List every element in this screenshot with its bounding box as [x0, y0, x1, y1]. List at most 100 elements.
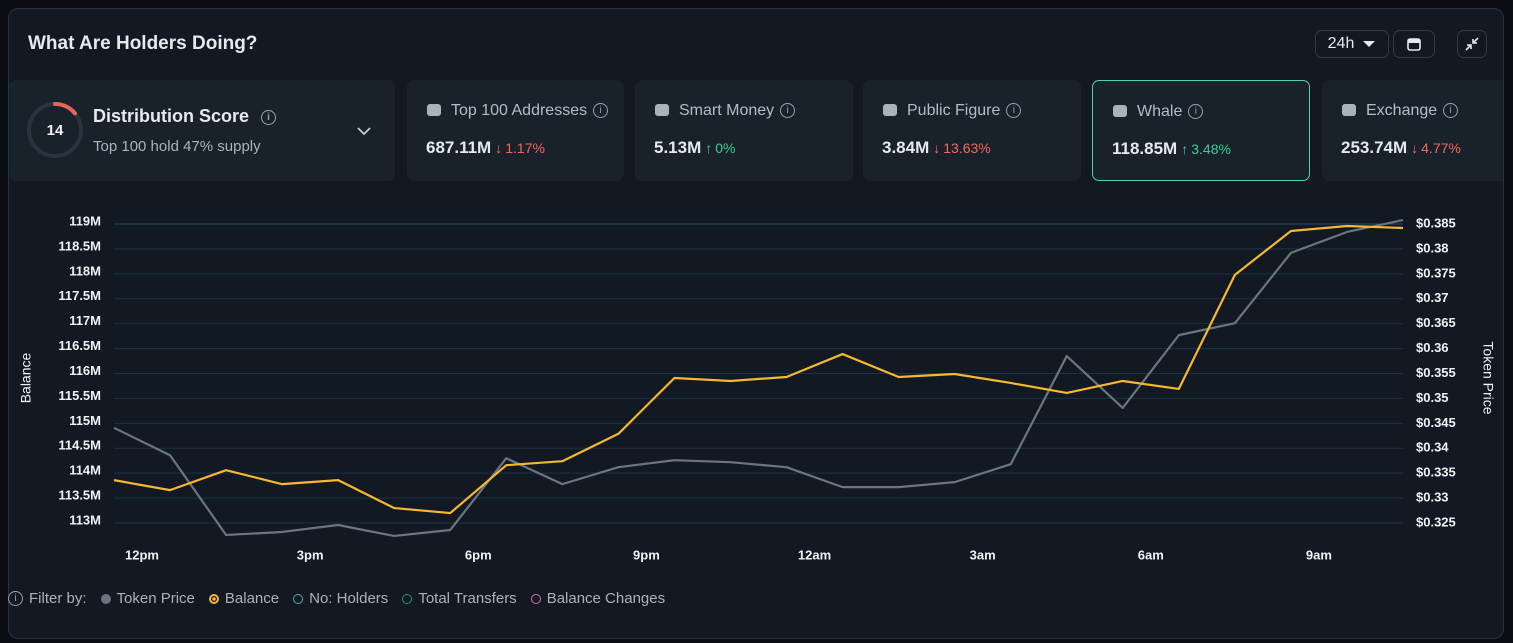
card-title: Exchange i [1366, 102, 1459, 120]
collapse-button[interactable] [1457, 30, 1487, 58]
card-icon [1113, 105, 1127, 117]
panel-title: What Are Holders Doing? [28, 33, 258, 54]
card-value: 687.11M ↓ 1.17% [426, 138, 545, 158]
stat-card[interactable]: Exchange i 253.74M ↓ 4.77% [1322, 80, 1503, 181]
y2-tick-label: $0.33 [1416, 490, 1449, 505]
score-value: 14 [47, 122, 64, 139]
legend-item[interactable]: Balance [208, 590, 279, 607]
card-change: ↑ 0% [705, 140, 735, 156]
card-value: 5.13M ↑ 0% [654, 138, 735, 158]
legend-item[interactable]: Balance Changes [530, 590, 666, 607]
legend-label: Token Price [116, 590, 195, 607]
x-tick-label: 6am [1138, 547, 1164, 562]
distribution-card[interactable]: 14 Distribution Score i Top 100 hold 47% … [9, 80, 395, 181]
legend-dot [402, 593, 413, 604]
y-tick-label: 117.5M [58, 288, 101, 303]
x-tick-label: 6pm [465, 547, 492, 562]
y2-tick-label: $0.365 [1416, 315, 1456, 330]
card-title-text: Whale [1137, 103, 1183, 120]
change-arrow: ↑ [1181, 141, 1189, 157]
card-value-text: 3.84M [882, 138, 930, 157]
y-tick-label: 118.5M [58, 238, 101, 253]
card-title-text: Exchange [1366, 102, 1438, 119]
summary-subtitle: Top 100 hold 47% supply [93, 138, 261, 155]
card-change: ↓ 1.17% [495, 140, 545, 156]
y2-axis-title: Token Price [1480, 341, 1496, 414]
y2-tick-label: $0.375 [1416, 265, 1456, 280]
range-select[interactable]: 24h [1315, 30, 1389, 58]
change-arrow: ↓ [1411, 140, 1419, 156]
y-tick-label: 116M [69, 363, 101, 378]
card-change-text: 3.48% [1191, 141, 1231, 157]
info-icon: i [593, 103, 609, 119]
stat-card[interactable]: Top 100 Addresses i 687.11M ↓ 1.17% [407, 80, 624, 181]
info-icon: i [780, 103, 796, 119]
x-tick-label: 3pm [297, 547, 324, 562]
card-title-text: Top 100 Addresses [451, 102, 588, 119]
y2-tick-label: $0.34 [1416, 440, 1449, 455]
x-tick-label: 3am [970, 547, 996, 562]
legend-item[interactable]: Token Price [100, 590, 195, 607]
y2-tick-label: $0.325 [1416, 514, 1456, 529]
summary-title-text: Distribution Score [93, 106, 250, 126]
y-tick-label: 118M [69, 263, 101, 278]
y-tick-label: 114.5M [58, 438, 101, 453]
change-arrow: ↓ [495, 140, 503, 156]
card-change: ↑ 3.48% [1181, 141, 1231, 157]
card-icon [1342, 104, 1356, 116]
card-title-text: Public Figure [907, 102, 1001, 119]
card-change-text: 0% [715, 140, 736, 156]
card-title: Smart Money i [679, 102, 796, 120]
expand-chevron [357, 127, 371, 136]
x-tick-label: 9am [1306, 547, 1332, 562]
card-value-text: 118.85M [1112, 139, 1178, 158]
x-tick-label: 12pm [125, 547, 159, 562]
legend-label: Total Transfers [418, 590, 517, 607]
stat-card[interactable]: Public Figure i 3.84M ↓ 13.63% [863, 80, 1081, 181]
legend-item[interactable]: Total Transfers [402, 590, 517, 607]
stat-card[interactable]: Smart Money i 5.13M ↑ 0% [635, 80, 853, 181]
y2-tick-label: $0.385 [1416, 215, 1456, 230]
calendar-button[interactable] [1393, 30, 1435, 58]
series-line [113, 224, 1404, 515]
card-title: Top 100 Addresses i [451, 102, 609, 120]
y-tick-label: 117M [69, 313, 101, 328]
y2-tick-label: $0.345 [1416, 415, 1456, 430]
card-value-text: 687.11M [426, 138, 492, 157]
stat-card[interactable]: Whale i 118.85M ↑ 3.48% [1092, 80, 1310, 181]
y-tick-label: 115M [69, 413, 101, 428]
info-icon: i [1006, 103, 1022, 119]
info-icon: i [1188, 104, 1204, 120]
card-title: Public Figure i [907, 102, 1022, 120]
legend-dot [530, 593, 541, 604]
card-change-text: 1.17% [505, 140, 545, 156]
filter-bar: i Filter by: Token Price Balance No: Holde… [6, 590, 665, 607]
caret [1363, 41, 1376, 47]
score-gauge: 14 [27, 102, 83, 158]
card-change-text: 4.77% [1421, 140, 1461, 156]
y2-tick-label: $0.36 [1416, 340, 1449, 355]
y-tick-label: 113M [69, 512, 101, 527]
summary-title: Distribution Score i [93, 106, 277, 127]
y-axis-title: Balance [18, 352, 34, 403]
filter-label: Filter by: [29, 590, 87, 607]
legend-dot [293, 593, 304, 604]
change-arrow: ↓ [933, 140, 941, 156]
info-icon: i [8, 591, 23, 606]
card-icon [883, 104, 897, 116]
card-value: 253.74M ↓ 4.77% [1341, 138, 1461, 158]
card-value: 118.85M ↑ 3.48% [1112, 139, 1231, 159]
legend-label: Balance Changes [546, 590, 666, 607]
card-value-text: 5.13M [654, 138, 702, 157]
y2-tick-label: $0.355 [1416, 365, 1456, 380]
card-change-text: 13.63% [943, 140, 991, 156]
card-title: Whale i [1137, 103, 1204, 121]
card-value: 3.84M ↓ 13.63% [882, 138, 991, 158]
y-tick-label: 114M [69, 463, 101, 478]
legend-label: No: Holders [309, 590, 389, 607]
y2-tick-label: $0.37 [1416, 290, 1449, 305]
y2-tick-label: $0.335 [1416, 465, 1456, 480]
legend-item[interactable]: No: Holders [293, 590, 388, 607]
